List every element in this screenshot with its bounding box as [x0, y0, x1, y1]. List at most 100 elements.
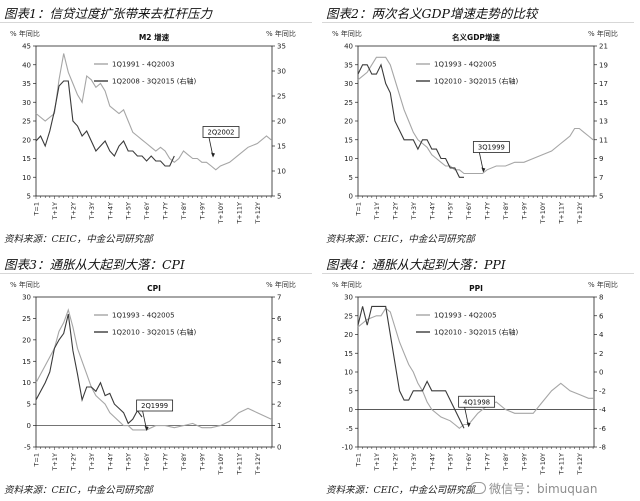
- panel-heading: 图表3：通胀从大起到大落：CPI: [0, 251, 312, 274]
- x-tick-label: T+1Y: [51, 202, 59, 221]
- chart-panel-ppi: 图表4：通胀从大起到大落：PPI % 年同比 % 年同比 PPI -10 -5 0 5 10 1…: [322, 251, 640, 501]
- x-tick-label: T+10Y: [217, 453, 225, 476]
- left-axis-label: % 年同比: [332, 280, 362, 289]
- right-axis-label: % 年同比: [588, 280, 618, 289]
- legend-label: 1Q1993 - 4Q2005: [112, 312, 175, 320]
- y-tick-label-right: 0: [277, 444, 281, 452]
- y-tick-label-left: 20: [22, 336, 31, 344]
- y-tick-label-left: -5: [24, 444, 31, 452]
- annotation-label: 4Q1998: [463, 398, 490, 406]
- y-tick-label-left: 40: [344, 43, 353, 51]
- y-tick-label-right: 20: [277, 118, 286, 126]
- left-axis-label: % 年同比: [10, 280, 40, 289]
- x-tick-label: T+12Y: [576, 453, 584, 476]
- panel-source: 资料来源：CEIC，中金公司研究部: [326, 485, 475, 496]
- x-tick-label: T+6Y: [143, 202, 151, 221]
- x-tick-label: T=1: [33, 453, 41, 468]
- annotation-box: [472, 141, 510, 153]
- x-tick-label: T+6Y: [465, 453, 473, 472]
- right-axis-label: % 年同比: [266, 280, 296, 289]
- x-tick-label: T+1Y: [373, 202, 381, 221]
- y-tick-label-left: 10: [22, 379, 31, 387]
- x-tick-label: T+4Y: [106, 202, 114, 221]
- x-tick-label: T+6Y: [465, 202, 473, 221]
- y-tick-label-right: 1: [277, 422, 281, 430]
- y-tick-label-left: 20: [344, 331, 353, 339]
- legend-label: 1Q1993 - 4Q2005: [434, 61, 497, 69]
- y-tick-label-right: -4: [599, 406, 607, 414]
- y-tick-label-left: 5: [349, 387, 353, 395]
- annotation-label: 3Q1999: [478, 144, 505, 152]
- y-tick-label-left: 25: [344, 99, 353, 107]
- x-tick-label: T+3Y: [410, 202, 418, 221]
- panel-source: 资料来源：CEIC，中金公司研究部: [4, 234, 153, 245]
- watermark-text: 微信号：bimuquan: [489, 482, 598, 496]
- chart-title: M2 增速: [139, 32, 170, 42]
- y-tick-label-right: 25: [277, 93, 286, 101]
- y-tick-label-left: 25: [344, 312, 353, 320]
- x-tick-label: T+2Y: [69, 453, 77, 472]
- legend-label: 1Q2008 - 3Q2015 (右轴): [112, 77, 196, 86]
- legend-label: 1Q1991 - 4Q2003: [112, 61, 175, 69]
- series-line-secondary: [357, 63, 464, 178]
- legend-label: 1Q2010 - 3Q2015 (右轴): [112, 328, 196, 337]
- x-tick-label: T+7Y: [162, 202, 170, 221]
- panel-heading: 图表1：信贷过度扩张带来去杠杆压力: [0, 0, 312, 23]
- y-tick-label-left: 30: [344, 294, 353, 302]
- x-tick-label: T+12Y: [254, 202, 262, 225]
- y-tick-label-right: -6: [599, 425, 607, 433]
- x-tick-label: T+8Y: [180, 202, 188, 221]
- y-tick-label-left: 10: [344, 155, 353, 163]
- chart-panel-gdp: 图表2：两次名义GDP增速走势的比较 % 年同比 % 年同比 名义GDP增速 0 5 10…: [322, 0, 640, 250]
- y-tick-label-left: 0: [27, 422, 31, 430]
- x-tick-label: T+3Y: [410, 453, 418, 472]
- annotation-label: 2Q2002: [208, 129, 235, 137]
- y-tick-label-left: 30: [22, 294, 31, 302]
- y-tick-label-left: 35: [22, 80, 31, 88]
- x-tick-label: T+11Y: [235, 202, 243, 225]
- right-axis-label: % 年同比: [588, 29, 618, 38]
- x-tick-label: T+10Y: [539, 202, 547, 225]
- chart-panel-cpi: 图表3：通胀从大起到大落：CPI % 年同比% 年同比 CPI -5 0 5 10 15 20…: [0, 251, 318, 501]
- x-tick-label: T+11Y: [235, 453, 243, 476]
- x-tick-label: T=1: [33, 202, 41, 217]
- watermark: 微信号：bimuquan: [470, 480, 597, 497]
- x-tick-label: T+9Y: [520, 453, 528, 472]
- x-tick-label: T+4Y: [428, 202, 436, 221]
- y-tick-label-right: 4: [277, 358, 282, 366]
- series-line-secondary: [35, 313, 143, 425]
- y-tick-label-left: 5: [27, 193, 31, 201]
- plot-frame: [35, 296, 273, 448]
- x-tick-label: T=1: [355, 453, 363, 468]
- chart-panel-m2: 图表1：信贷过度扩张带来去杠杆压力 % 年同比 % 年同比 M2 增速 5 10 15 20…: [0, 0, 318, 250]
- y-tick-label-right: 9: [599, 155, 603, 163]
- y-tick-label-right: 30: [277, 68, 286, 76]
- y-tick-label-left: 0: [349, 193, 353, 201]
- y-tick-label-right: 3: [277, 379, 281, 387]
- nominal-gdp-chart: % 年同比 % 年同比 名义GDP增速 0 5 10 15 20 25 30 35 40 5 7 9 11 13…: [332, 29, 618, 225]
- y-tick-label-left: 15: [344, 136, 353, 144]
- y-tick-label-left: -10: [342, 444, 353, 452]
- panel-heading-text: 图表3：通胀从大起到大落：CPI: [4, 257, 185, 272]
- y-tick-label-left: 25: [22, 315, 31, 323]
- x-tick-label: T+3Y: [88, 453, 96, 472]
- x-tick-label: T+2Y: [69, 202, 77, 221]
- x-tick-label: T+4Y: [428, 453, 436, 472]
- series-line-primary: [35, 308, 272, 431]
- cpi-chart: % 年同比 % 年同比 CPI -5 0 5 10 15 20 25 30 0 1 2 3 4 5 6 7 T=1 T+…: [10, 280, 296, 476]
- y-tick-label-left: 25: [22, 118, 31, 126]
- y-tick-label-left: 30: [344, 80, 353, 88]
- y-tick-label-left: 5: [349, 174, 353, 182]
- y-tick-label-right: 15: [277, 143, 286, 151]
- panel-heading-text: 图表4：通胀从大起到大落：PPI: [326, 257, 506, 272]
- x-tick-label: T+8Y: [502, 202, 510, 221]
- x-tick-label: T+4Y: [106, 453, 114, 472]
- y-tick-label-right: 11: [599, 136, 608, 144]
- panel-heading-text: 图表1：信贷过度扩张带来去杠杆压力: [4, 6, 212, 21]
- y-tick-label-right: 17: [599, 80, 608, 88]
- series-line-secondary: [357, 305, 465, 429]
- x-tick-label: T+1Y: [51, 453, 59, 472]
- legend-label: 1Q1993 - 4Q2005: [434, 312, 497, 320]
- legend-label: 1Q2010 - 3Q2015 (右轴): [434, 328, 518, 337]
- y-tick-label-right: 19: [599, 61, 608, 69]
